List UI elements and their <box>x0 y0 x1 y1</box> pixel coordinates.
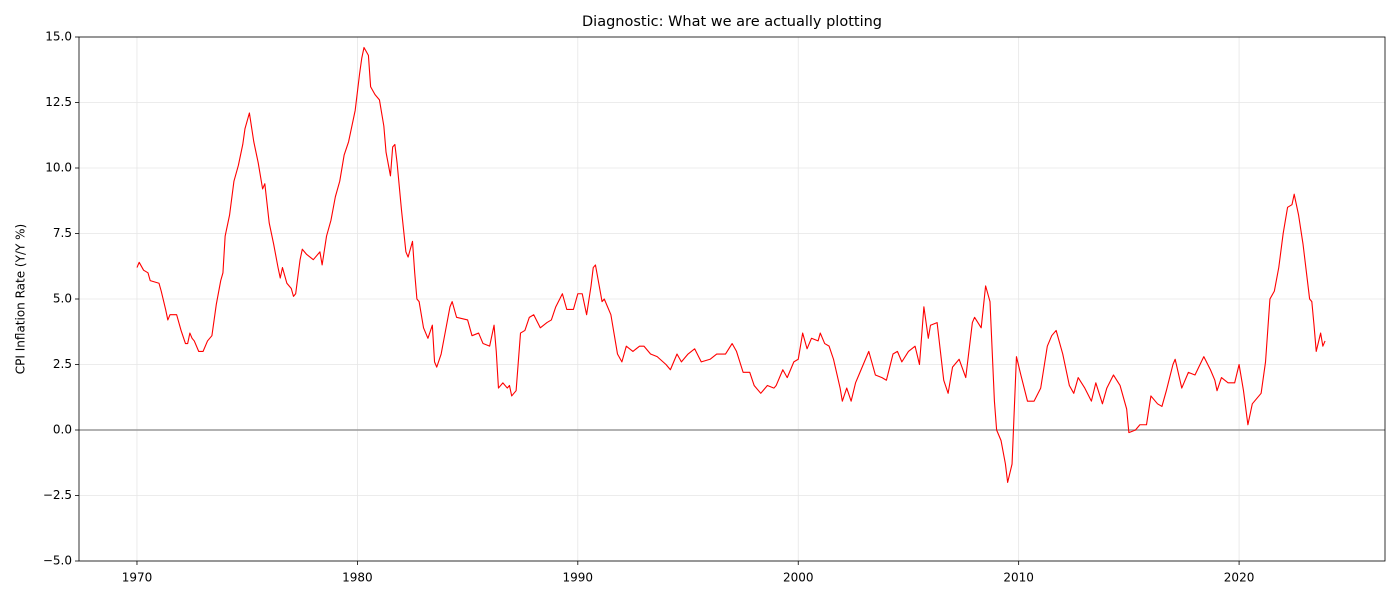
y-tick-label: 2.5 <box>53 357 72 371</box>
y-tick-label: −2.5 <box>43 488 72 502</box>
chart-title: Diagnostic: What we are actually plottin… <box>582 14 882 30</box>
x-tick-label: 2010 <box>1003 571 1034 585</box>
x-tick-label: 1990 <box>563 571 594 585</box>
x-tick-label: 1980 <box>342 571 373 585</box>
y-tick-label: 12.5 <box>45 95 72 109</box>
y-tick-label: −5.0 <box>43 554 72 568</box>
y-tick-label: 10.0 <box>45 161 72 175</box>
y-axis-label: CPI Inflation Rate (Y/Y %) <box>14 224 28 374</box>
x-tick-label: 2020 <box>1224 571 1255 585</box>
y-tick-label: 7.5 <box>53 226 72 240</box>
y-tick-label: 15.0 <box>45 30 72 44</box>
x-tick-label: 1970 <box>122 571 153 585</box>
plot-frame <box>78 36 1386 562</box>
x-tick-label: 2000 <box>783 571 814 585</box>
y-tick-label: 0.0 <box>53 423 72 437</box>
y-tick-label: 5.0 <box>53 292 72 306</box>
cpi-line <box>136 46 1326 483</box>
